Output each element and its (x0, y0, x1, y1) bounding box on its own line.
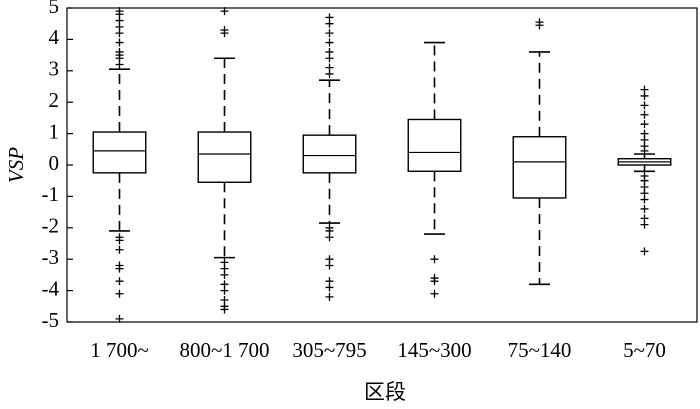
y-tick-label: 4 (49, 25, 60, 49)
x-tick-label: 75~140 (508, 338, 572, 362)
outlier (640, 85, 649, 94)
box (302, 134, 357, 174)
box (512, 136, 567, 199)
outlier (640, 129, 649, 138)
y-tick-label: -2 (42, 214, 60, 238)
plot-frame (66, 7, 698, 323)
outlier (535, 18, 544, 27)
box (407, 118, 462, 172)
outlier (640, 247, 649, 256)
outlier (115, 245, 124, 254)
outlier (220, 7, 229, 16)
y-axis-label: VSP (4, 147, 28, 183)
outlier (640, 195, 649, 204)
outlier (220, 286, 229, 295)
x-tick-label: 5~70 (623, 338, 666, 362)
outlier (430, 289, 439, 298)
y-tick-label: 3 (49, 57, 60, 81)
outlier (640, 101, 649, 110)
outlier (325, 47, 334, 56)
outlier (640, 120, 649, 129)
x-tick-label: 1 700~ (90, 338, 149, 362)
box (197, 131, 252, 183)
outlier (640, 220, 649, 229)
y-tick-label: 2 (49, 88, 60, 112)
outlier (115, 289, 124, 298)
outlier (325, 292, 334, 301)
outlier (220, 305, 229, 314)
x-tick-label: 145~300 (397, 338, 471, 362)
outlier (115, 314, 124, 323)
outlier (325, 29, 334, 38)
outlier (115, 277, 124, 286)
y-tick-label: -4 (42, 276, 60, 300)
outlier (640, 110, 649, 119)
outlier (325, 283, 334, 292)
outlier (325, 233, 334, 242)
outlier (325, 13, 334, 22)
outlier (325, 63, 334, 72)
outlier (430, 277, 439, 286)
outlier (430, 255, 439, 264)
x-tick-label: 800~1 700 (179, 338, 269, 362)
box (92, 131, 147, 174)
y-tick-label: -3 (42, 245, 60, 269)
outlier (115, 7, 124, 16)
outlier (115, 264, 124, 273)
y-tick-label: -5 (42, 308, 60, 332)
outlier (640, 204, 649, 213)
y-tick-label: 5 (49, 0, 60, 18)
outlier (325, 38, 334, 47)
outlier (115, 38, 124, 47)
outlier (220, 25, 229, 34)
outlier (220, 270, 229, 279)
outlier (115, 47, 124, 56)
x-tick-label: 305~795 (292, 338, 366, 362)
y-tick-label: 1 (49, 119, 60, 143)
y-tick-label: -1 (42, 182, 60, 206)
outlier (325, 261, 334, 270)
y-tick-label: 0 (49, 151, 60, 175)
outlier (115, 236, 124, 245)
x-axis-label: 区段 (364, 380, 406, 404)
